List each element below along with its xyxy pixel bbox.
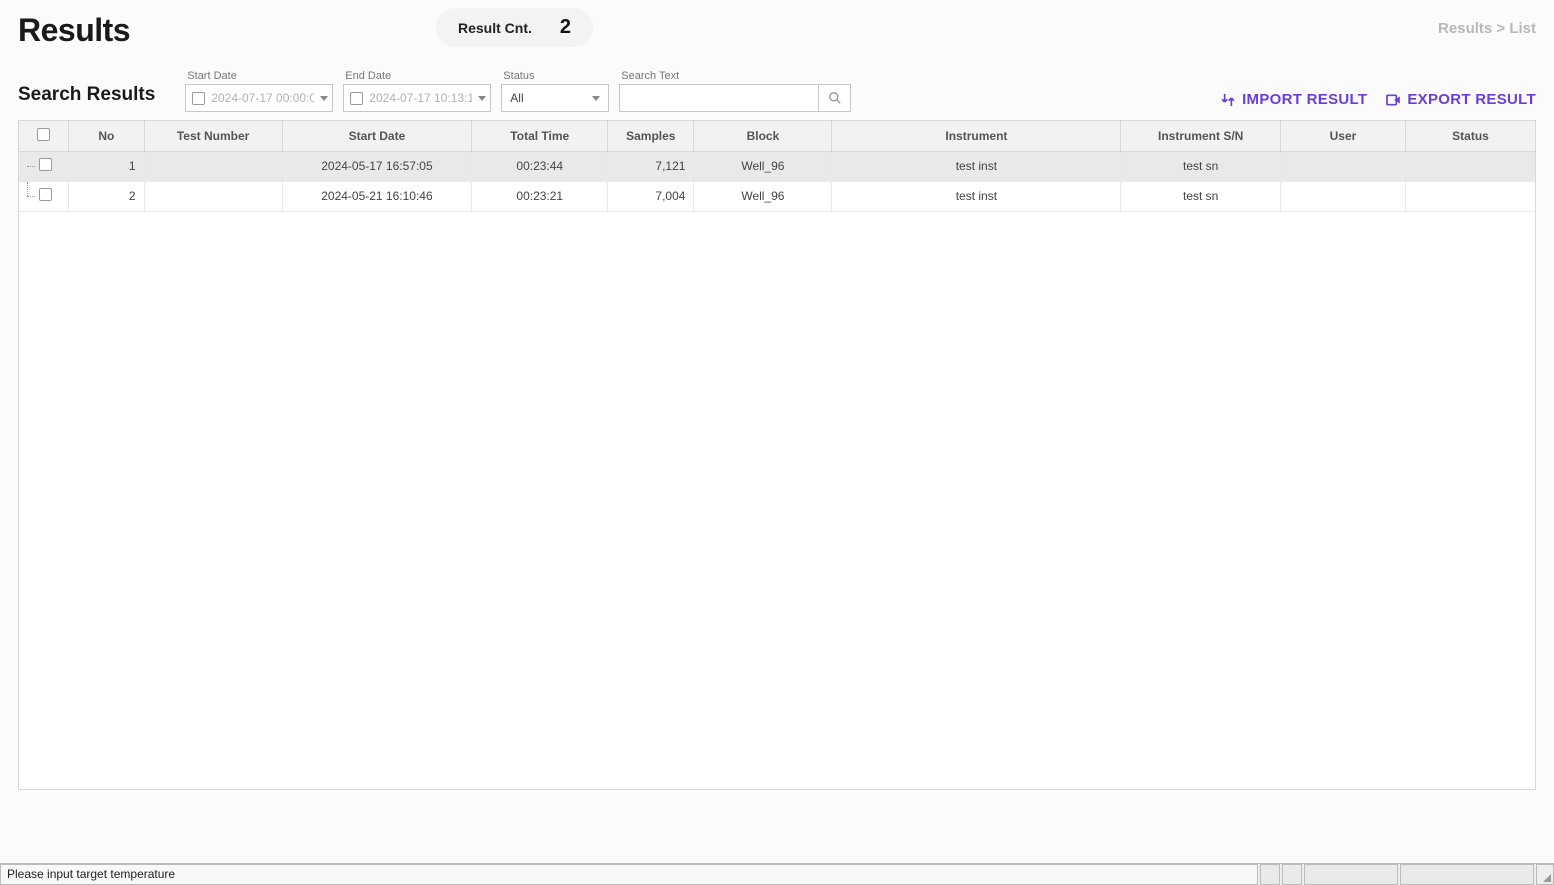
start-date-label: Start Date xyxy=(187,70,333,82)
status-filter: Status All xyxy=(501,70,609,112)
results-table: No Test Number Start Date Total Time Sam… xyxy=(18,120,1536,790)
start-date-value: 2024-07-17 00:00:00 xyxy=(211,91,314,105)
end-date-label: End Date xyxy=(345,70,491,82)
chevron-down-icon xyxy=(320,96,328,101)
table-row[interactable]: 1 2024-05-17 16:57:0500:23:447,121Well_96… xyxy=(19,151,1535,181)
start-date-checkbox[interactable] xyxy=(192,92,205,105)
row-checkbox[interactable] xyxy=(39,158,52,171)
header-checkbox-cell[interactable] xyxy=(19,121,69,151)
result-count-pill: Result Cnt. 2 xyxy=(436,8,593,47)
table-row[interactable]: 2 2024-05-21 16:10:4600:23:217,004Well_96… xyxy=(19,181,1535,211)
status-select[interactable]: All xyxy=(501,84,609,112)
search-text-filter: Search Text xyxy=(619,70,851,112)
start-date-input[interactable]: 2024-07-17 00:00:00 xyxy=(185,84,333,112)
cell-block: Well_96 xyxy=(694,151,832,181)
page-title: Results xyxy=(18,12,130,49)
end-date-checkbox[interactable] xyxy=(350,92,363,105)
table-header-row: No Test Number Start Date Total Time Sam… xyxy=(19,121,1535,151)
status-cell xyxy=(1400,864,1534,885)
cell-block: Well_96 xyxy=(694,181,832,211)
row-checkbox-cell[interactable] xyxy=(19,181,69,211)
status-cell xyxy=(1282,864,1302,885)
cell-test-number xyxy=(144,181,282,211)
import-icon xyxy=(1220,92,1236,108)
result-count-label: Result Cnt. xyxy=(458,20,532,36)
end-date-input[interactable]: 2024-07-17 10:13:19 xyxy=(343,84,491,112)
search-text-label: Search Text xyxy=(621,70,851,82)
cell-total-time: 00:23:21 xyxy=(472,181,608,211)
export-result-button[interactable]: EXPORT RESULT xyxy=(1385,91,1536,108)
import-result-button[interactable]: IMPORT RESULT xyxy=(1220,91,1367,108)
status-bar: Please input target temperature xyxy=(0,863,1554,885)
cell-start-date: 2024-05-21 16:10:46 xyxy=(282,181,472,211)
col-block[interactable]: Block xyxy=(694,121,832,151)
status-selected: All xyxy=(510,91,523,105)
cell-user xyxy=(1280,151,1405,181)
col-instrument[interactable]: Instrument xyxy=(832,121,1121,151)
col-sn[interactable]: Instrument S/N xyxy=(1121,121,1281,151)
end-date-filter: End Date 2024-07-17 10:13:19 xyxy=(343,70,491,112)
cell-instrument: test inst xyxy=(832,151,1121,181)
cell-start-date: 2024-05-17 16:57:05 xyxy=(282,151,472,181)
search-input[interactable] xyxy=(619,84,819,112)
import-label: IMPORT RESULT xyxy=(1242,91,1367,108)
breadcrumb: Results > List xyxy=(1438,20,1536,37)
cell-samples: 7,121 xyxy=(608,151,694,181)
col-total-time[interactable]: Total Time xyxy=(472,121,608,151)
cell-test-number xyxy=(144,151,282,181)
col-no[interactable]: No xyxy=(69,121,144,151)
col-samples[interactable]: Samples xyxy=(608,121,694,151)
chevron-down-icon xyxy=(478,96,486,101)
cell-status xyxy=(1406,151,1535,181)
cell-total-time: 00:23:44 xyxy=(472,151,608,181)
cell-samples: 7,004 xyxy=(608,181,694,211)
col-test-number[interactable]: Test Number xyxy=(144,121,282,151)
row-checkbox-cell[interactable] xyxy=(19,151,69,181)
search-button[interactable] xyxy=(819,84,851,112)
status-label: Status xyxy=(503,70,609,82)
cell-no: 2 xyxy=(69,181,144,211)
row-checkbox[interactable] xyxy=(39,188,52,201)
status-cell xyxy=(1260,864,1280,885)
export-label: EXPORT RESULT xyxy=(1407,91,1536,108)
cell-user xyxy=(1280,181,1405,211)
col-start-date[interactable]: Start Date xyxy=(282,121,472,151)
cell-instrument: test inst xyxy=(832,181,1121,211)
section-title: Search Results xyxy=(18,84,155,106)
start-date-filter: Start Date 2024-07-17 00:00:00 xyxy=(185,70,333,112)
resize-grip-icon[interactable] xyxy=(1536,864,1554,885)
select-all-checkbox[interactable] xyxy=(37,128,50,141)
cell-sn: test sn xyxy=(1121,181,1281,211)
col-status[interactable]: Status xyxy=(1406,121,1535,151)
search-icon xyxy=(828,91,842,105)
cell-status xyxy=(1406,181,1535,211)
export-icon xyxy=(1385,92,1401,108)
status-cell xyxy=(1304,864,1398,885)
chevron-down-icon xyxy=(592,96,600,101)
col-user[interactable]: User xyxy=(1280,121,1405,151)
cell-no: 1 xyxy=(69,151,144,181)
end-date-value: 2024-07-17 10:13:19 xyxy=(369,91,472,105)
result-count-value: 2 xyxy=(560,16,571,39)
cell-sn: test sn xyxy=(1121,151,1281,181)
status-message: Please input target temperature xyxy=(0,864,1258,885)
